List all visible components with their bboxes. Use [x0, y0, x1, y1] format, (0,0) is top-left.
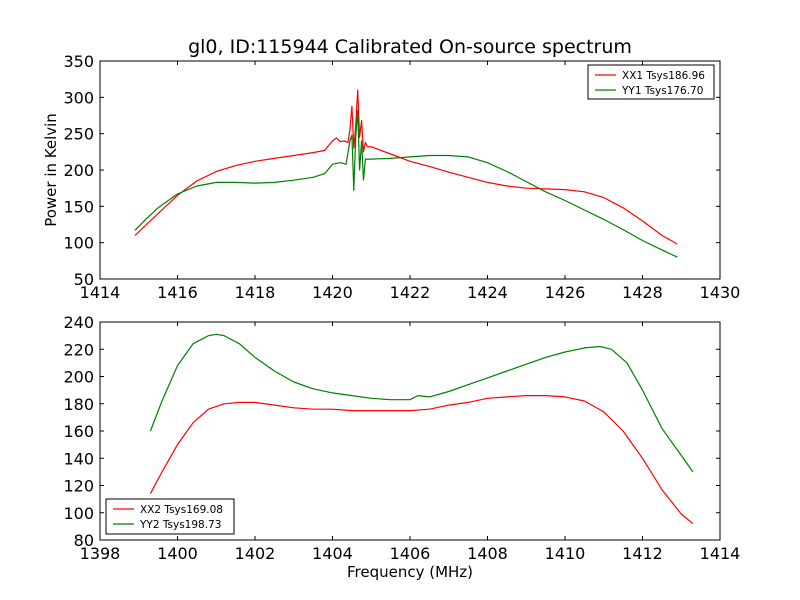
x-tick-label: 1418 — [235, 283, 276, 302]
y-tick-label: 50 — [74, 270, 94, 289]
y-tick-label: 350 — [63, 52, 94, 71]
y-tick-label: 160 — [63, 422, 94, 441]
y-tick-label: 300 — [63, 88, 94, 107]
y-tick-label: 80 — [74, 531, 94, 550]
series-line-xx — [149, 395, 694, 525]
x-tick-label: 1398 — [80, 544, 121, 563]
y-tick-label: 120 — [63, 477, 94, 496]
x-tick-label: 1414 — [80, 283, 121, 302]
legend-box — [587, 64, 715, 100]
legend-label: YY2 Tsys198.73 — [139, 519, 221, 531]
y-tick-label: 200 — [63, 368, 94, 387]
x-tick-label: 1412 — [622, 544, 663, 563]
top-ylabel-group: Power in Kelvin — [42, 113, 60, 227]
top-ylabel: Power in Kelvin — [42, 113, 60, 227]
y-tick-label: 220 — [63, 340, 94, 359]
y-tick-label: 100 — [63, 504, 94, 523]
x-tick-label: 1414 — [700, 544, 741, 563]
y-tick-label: 200 — [63, 161, 94, 180]
series-line-yy — [134, 109, 678, 258]
x-tick-label: 1404 — [312, 544, 353, 563]
legend-label: YY1 Tsys176.70 — [621, 85, 703, 97]
series-line-yy — [149, 333, 694, 473]
legend-label: XX1 Tsys186.96 — [622, 70, 705, 82]
legend-label: XX2 Tsys169.08 — [140, 504, 223, 516]
chart-title: gl0, ID:115944 Calibrated On-source spec… — [188, 36, 632, 58]
y-tick-label: 250 — [63, 125, 94, 144]
x-tick-label: 1426 — [545, 283, 586, 302]
y-tick-label: 100 — [63, 234, 94, 253]
x-tick-label: 1424 — [467, 283, 508, 302]
x-tick-label: 1428 — [622, 283, 663, 302]
top-subplot: 1414 1416 1418 1420 1422 1424 1426 1428 1430 50 10… — [63, 52, 740, 302]
bottom-subplot: 1398 1400 1402 1404 1406 1408 1410 1412 1414 80 10… — [63, 313, 740, 563]
x-tick-label: 1422 — [390, 283, 431, 302]
x-tick-label: 1416 — [157, 283, 198, 302]
x-tick-label: 1410 — [545, 544, 586, 563]
legend-box — [105, 498, 235, 535]
bottom-xlabel: Frequency (MHz) — [347, 563, 473, 581]
y-tick-label: 140 — [63, 449, 94, 468]
y-tick-label: 240 — [63, 313, 94, 332]
x-tick-label: 1402 — [235, 544, 276, 563]
legend: XX2 Tsys169.08 YY2 Tsys198.73 — [105, 498, 235, 535]
x-tick-label: 1430 — [700, 283, 741, 302]
x-tick-label: 1400 — [157, 544, 198, 563]
x-tick-label: 1408 — [467, 544, 508, 563]
y-tick-label: 180 — [63, 395, 94, 414]
x-tick-label: 1420 — [312, 283, 353, 302]
x-tick-label: 1406 — [390, 544, 431, 563]
y-tick-label: 150 — [63, 197, 94, 216]
legend: XX1 Tsys186.96 YY1 Tsys176.70 — [587, 64, 715, 100]
